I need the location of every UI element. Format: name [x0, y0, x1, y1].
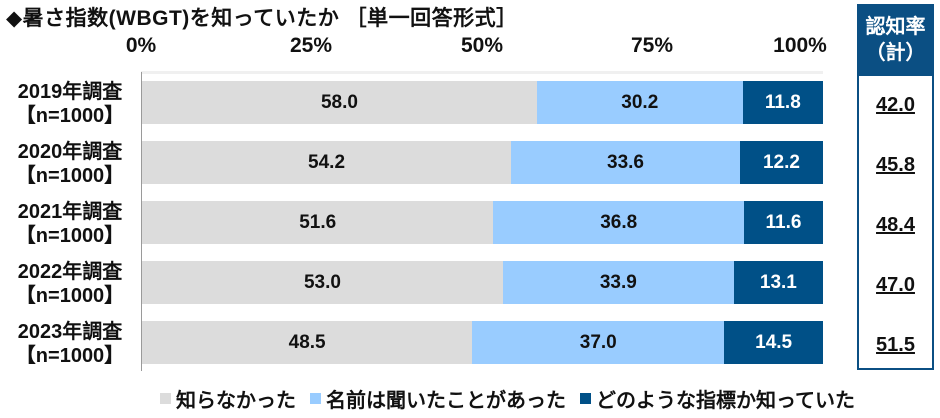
- plot-top-border: [141, 71, 823, 74]
- row-label-2019: 2019年調査 【n=1000】: [15, 81, 125, 127]
- row-label-2020: 2020年調査 【n=1000】: [15, 141, 125, 187]
- segment-did-not-know: 48.5: [142, 321, 473, 364]
- awareness-rate-2020: 45.8: [876, 154, 915, 176]
- segment-heard-name: 36.8: [493, 201, 744, 244]
- awareness-rate-2022: 47.0: [876, 274, 915, 296]
- awareness-rate-2023: 51.5: [876, 334, 915, 356]
- legend-item-heard-name: 名前は聞いたことがあった: [310, 384, 566, 413]
- legend-swatch-gray-icon: [160, 393, 171, 404]
- segment-knew-index: 11.8: [742, 81, 823, 124]
- segment-knew-index: 12.2: [739, 141, 823, 184]
- legend: 知らなかった 名前は聞いたことがあった どのような指標か知っていた: [160, 384, 869, 413]
- axis-tick-75: 75%: [630, 34, 674, 57]
- bar-2022: 53.0 33.9 13.1: [142, 261, 823, 304]
- bar-2019: 58.0 30.2 11.8: [142, 81, 823, 124]
- chart-title: ◆暑さ指数(WBGT)を知っていたか ［単一回答形式］: [6, 7, 518, 30]
- bar-2020: 54.2 33.6 12.2: [142, 141, 823, 184]
- bar-2023: 48.5 37.0 14.5: [142, 321, 823, 364]
- segment-did-not-know: 51.6: [142, 201, 494, 244]
- segment-did-not-know: 54.2: [142, 141, 512, 184]
- awareness-rate-2019: 42.0: [876, 94, 915, 116]
- row-label-2023: 2023年調査 【n=1000】: [15, 321, 125, 367]
- axis-tick-100: 100%: [773, 34, 827, 57]
- axis-tick-50: 50%: [460, 34, 504, 57]
- segment-heard-name: 33.6: [511, 141, 740, 184]
- awareness-rate-2021: 48.4: [876, 214, 915, 236]
- axis-tick-25: 25%: [289, 34, 333, 57]
- segment-did-not-know: 53.0: [142, 261, 503, 304]
- legend-swatch-navy-icon: [580, 393, 591, 404]
- legend-swatch-lightblue-icon: [310, 393, 321, 404]
- bar-2021: 51.6 36.8 11.6: [142, 201, 823, 244]
- segment-heard-name: 37.0: [472, 321, 725, 364]
- segment-knew-index: 11.6: [743, 201, 823, 244]
- row-label-2022: 2022年調査 【n=1000】: [15, 261, 125, 307]
- y-axis-line: [141, 72, 142, 371]
- segment-heard-name: 33.9: [502, 261, 734, 304]
- segment-heard-name: 30.2: [536, 81, 743, 124]
- awareness-rate-header: 認知率 （計）: [859, 6, 932, 76]
- awareness-rate-box: 認知率 （計） 42.0 45.8 48.4 47.0 51.5: [857, 4, 934, 370]
- segment-knew-index: 13.1: [733, 261, 823, 304]
- legend-item-did-not-know: 知らなかった: [160, 384, 296, 413]
- segment-knew-index: 14.5: [724, 321, 823, 364]
- legend-item-knew-index: どのような指標か知っていた: [580, 384, 855, 413]
- row-label-2021: 2021年調査 【n=1000】: [15, 201, 125, 247]
- segment-did-not-know: 58.0: [142, 81, 537, 124]
- axis-tick-0: 0%: [125, 34, 157, 57]
